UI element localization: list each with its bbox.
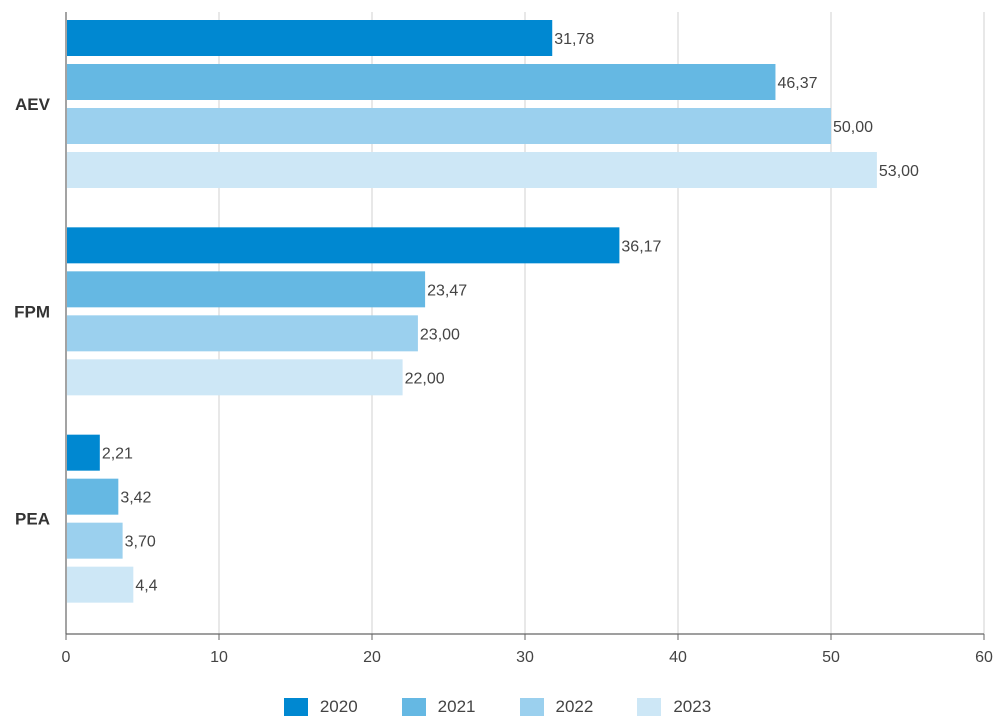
legend-label: 2021 — [437, 697, 476, 716]
axes — [65, 12, 985, 640]
x-tick-label: 20 — [363, 649, 381, 666]
category-label: PEA — [15, 510, 50, 529]
x-tick-label: 10 — [210, 649, 228, 666]
bar-value-label: 4,4 — [135, 578, 157, 595]
bar-value-label: 23,00 — [420, 326, 460, 343]
bar — [67, 20, 553, 56]
bar — [67, 522, 123, 559]
bar — [67, 434, 100, 471]
category-label: FPM — [14, 302, 50, 321]
legend-swatch — [283, 698, 308, 716]
bar — [67, 359, 403, 396]
bar-value-label: 2,21 — [102, 446, 133, 463]
x-tick-label: 50 — [822, 649, 840, 666]
bar-value-label: 22,00 — [405, 370, 445, 387]
bar-value-label: 36,17 — [621, 238, 661, 255]
x-tick-label: 40 — [669, 649, 687, 666]
tick-labels: 0 10 20 30 40 50 60 — [62, 649, 993, 666]
legend-item: 2022 — [519, 697, 594, 717]
bar-value-label: 3,70 — [125, 534, 156, 551]
legend-swatch — [401, 698, 426, 716]
legend: 2020 2021 2022 2023 — [0, 694, 995, 720]
bar-value-label: 31,78 — [554, 31, 594, 48]
bar — [67, 566, 134, 603]
bar — [67, 108, 831, 144]
legend-item: 2023 — [637, 697, 711, 717]
legend-swatch — [637, 698, 662, 716]
bar-value-label: 50,00 — [833, 119, 873, 136]
x-tick-label: 0 — [62, 649, 71, 666]
bar — [67, 478, 119, 515]
legend-label: 2023 — [673, 697, 712, 716]
legend-item: 2021 — [401, 697, 476, 717]
bar-value-label: 3,42 — [120, 490, 151, 507]
bar-value-label: 23,47 — [427, 282, 467, 299]
legend-label: 2022 — [555, 697, 594, 716]
bar — [67, 64, 776, 100]
bar — [67, 315, 418, 352]
bar-value-label: 53,00 — [879, 163, 919, 180]
x-tick-label: 60 — [975, 649, 993, 666]
bar — [67, 152, 877, 188]
bar — [67, 227, 620, 264]
category-label: AEV — [15, 95, 51, 114]
legend-item: 2020 — [283, 697, 358, 717]
bars — [67, 20, 877, 603]
bar — [67, 271, 426, 308]
category-labels: AEV FPM PEA — [14, 95, 51, 529]
bar-value-label: 46,37 — [777, 75, 817, 92]
data-labels: 31,78 46,37 50,00 53,00 36,17 23,47 23,00 22,00… — [102, 31, 919, 595]
legend-label: 2020 — [319, 697, 358, 716]
legend-swatch — [519, 698, 544, 716]
bar-chart: 31,78 46,37 50,00 53,00 36,17 23,47 23,00 22,00… — [14, 12, 993, 666]
x-tick-label: 30 — [516, 649, 534, 666]
